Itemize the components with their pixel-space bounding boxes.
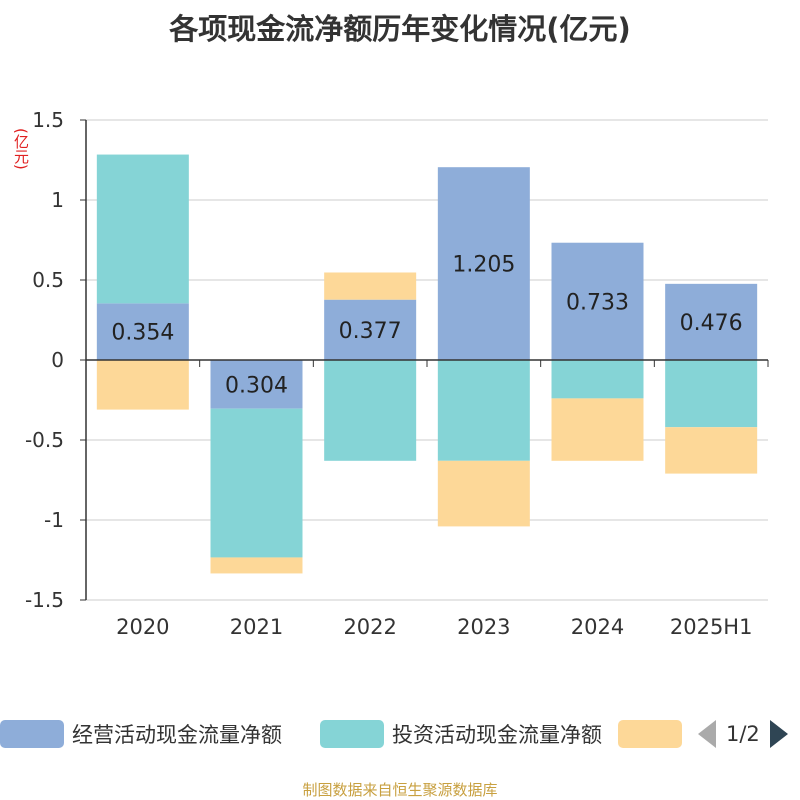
bar-2-2022	[324, 360, 417, 461]
y-tick-label: 1.5	[32, 108, 64, 132]
x-tick-label: 2020	[116, 615, 169, 639]
x-tick-label: 2022	[343, 615, 396, 639]
bar-2-2020	[96, 154, 189, 304]
data-label: 1.205	[452, 253, 515, 278]
bar-1-2025H1	[665, 283, 758, 360]
bar-3-2025H1	[665, 427, 758, 474]
bar-3-2022	[324, 272, 417, 300]
legend-label-operating: 经营活动现金流量净额	[72, 723, 282, 747]
legend-swatch-operating	[0, 720, 64, 748]
labels: -1.5 -1 -0.5 0 0.5 1 1.5 0.354 0.304 0.377 1.205 0.…	[25, 108, 753, 639]
data-label: 0.476	[680, 311, 743, 336]
data-label: 0.354	[111, 321, 174, 346]
bar-3-2021	[210, 557, 303, 574]
chart-title: 各项现金流净额历年变化情况(亿元)	[169, 12, 631, 46]
bar-2-2025H1	[665, 360, 758, 428]
y-tick-label: 0.5	[32, 268, 64, 292]
x-tick-label: 2023	[457, 615, 510, 639]
legend-label-investing: 投资活动现金流量净额	[392, 723, 602, 747]
bars	[96, 154, 758, 574]
y-tick-label: 0	[51, 348, 64, 372]
previous-page-icon[interactable]	[698, 720, 716, 748]
y-tick-label: -1.5	[25, 588, 64, 612]
axes	[80, 119, 769, 601]
bar-1-2021	[210, 360, 303, 409]
data-label: 0.377	[339, 319, 402, 344]
bar-3-2024	[551, 398, 644, 461]
bar-2-2023	[437, 360, 530, 461]
legend-pager: 1/2	[698, 716, 788, 752]
bar-1-2024	[551, 242, 644, 360]
x-tick-label: 2024	[571, 615, 624, 639]
y-tick-label: -1	[44, 508, 64, 532]
bar-1-2022	[324, 299, 417, 360]
bar-2-2021	[210, 408, 303, 558]
y-tick-label: 1	[51, 188, 64, 212]
bar-1-2020	[96, 303, 189, 360]
x-tick-label: 2021	[230, 615, 283, 639]
bar-3-2020	[96, 360, 189, 410]
legend-item-third[interactable]	[618, 716, 690, 752]
source-note: 制图数据来自恒生聚源数据库	[302, 781, 498, 799]
y-tick-label: -0.5	[25, 428, 64, 452]
legend-item-operating[interactable]: 经营活动现金流量净额	[0, 716, 282, 752]
bar-2-2024	[551, 360, 644, 399]
legend-item-investing[interactable]: 投资活动现金流量净额	[320, 716, 602, 752]
data-label: 0.304	[225, 373, 288, 398]
legend-page-number: 1/2	[726, 722, 760, 746]
legend-swatch-third	[618, 720, 682, 748]
data-label: 0.733	[566, 290, 629, 315]
next-page-icon[interactable]	[769, 720, 788, 748]
legend: 经营活动现金流量净额 投资活动现金流量净额 1/2	[0, 716, 800, 752]
legend-swatch-investing	[320, 720, 384, 748]
bar-3-2023	[437, 460, 530, 527]
bar-1-2023	[437, 167, 530, 360]
x-tick-label: 2025H1	[670, 615, 753, 639]
y-axis-unit-label: (亿元)	[12, 128, 30, 170]
